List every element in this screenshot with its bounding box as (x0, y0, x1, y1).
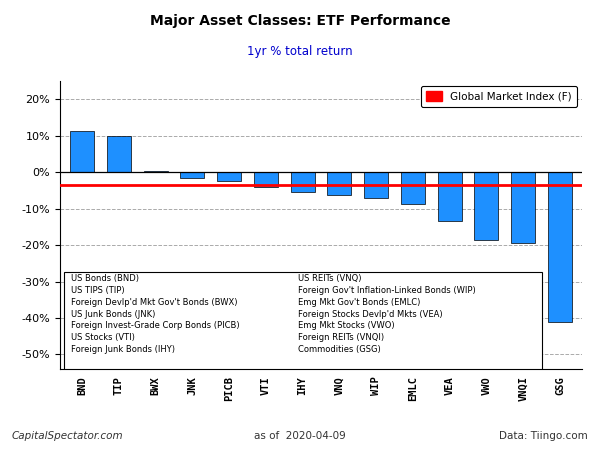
Text: as of  2020-04-09: as of 2020-04-09 (254, 431, 346, 441)
Text: US Bonds (BND)
US TIPS (TIP)
Foreign Devlp'd Mkt Gov't Bonds (BWX)
US Junk Bonds: US Bonds (BND) US TIPS (TIP) Foreign Dev… (71, 274, 239, 354)
Bar (254, 172, 278, 188)
Bar (475, 172, 499, 239)
Bar (328, 172, 352, 195)
Bar (143, 171, 167, 172)
Bar (290, 172, 314, 192)
Bar (511, 172, 535, 243)
Bar (364, 172, 388, 198)
Text: Major Asset Classes: ETF Performance: Major Asset Classes: ETF Performance (149, 14, 451, 27)
Bar (107, 136, 131, 172)
Bar (217, 172, 241, 181)
Bar (548, 172, 572, 322)
Bar (64, 272, 542, 369)
Text: 1yr % total return: 1yr % total return (247, 45, 353, 58)
Bar (401, 172, 425, 204)
Legend: Global Market Index (F): Global Market Index (F) (421, 86, 577, 107)
Bar (181, 172, 204, 178)
Text: CapitalSpectator.com: CapitalSpectator.com (12, 431, 124, 441)
Bar (438, 172, 461, 221)
Bar (70, 131, 94, 172)
Text: US REITs (VNQ)
Foreign Gov't Inflation-Linked Bonds (WIP)
Emg Mkt Gov't Bonds (E: US REITs (VNQ) Foreign Gov't Inflation-L… (298, 274, 476, 354)
Text: Data: Tiingo.com: Data: Tiingo.com (499, 431, 588, 441)
